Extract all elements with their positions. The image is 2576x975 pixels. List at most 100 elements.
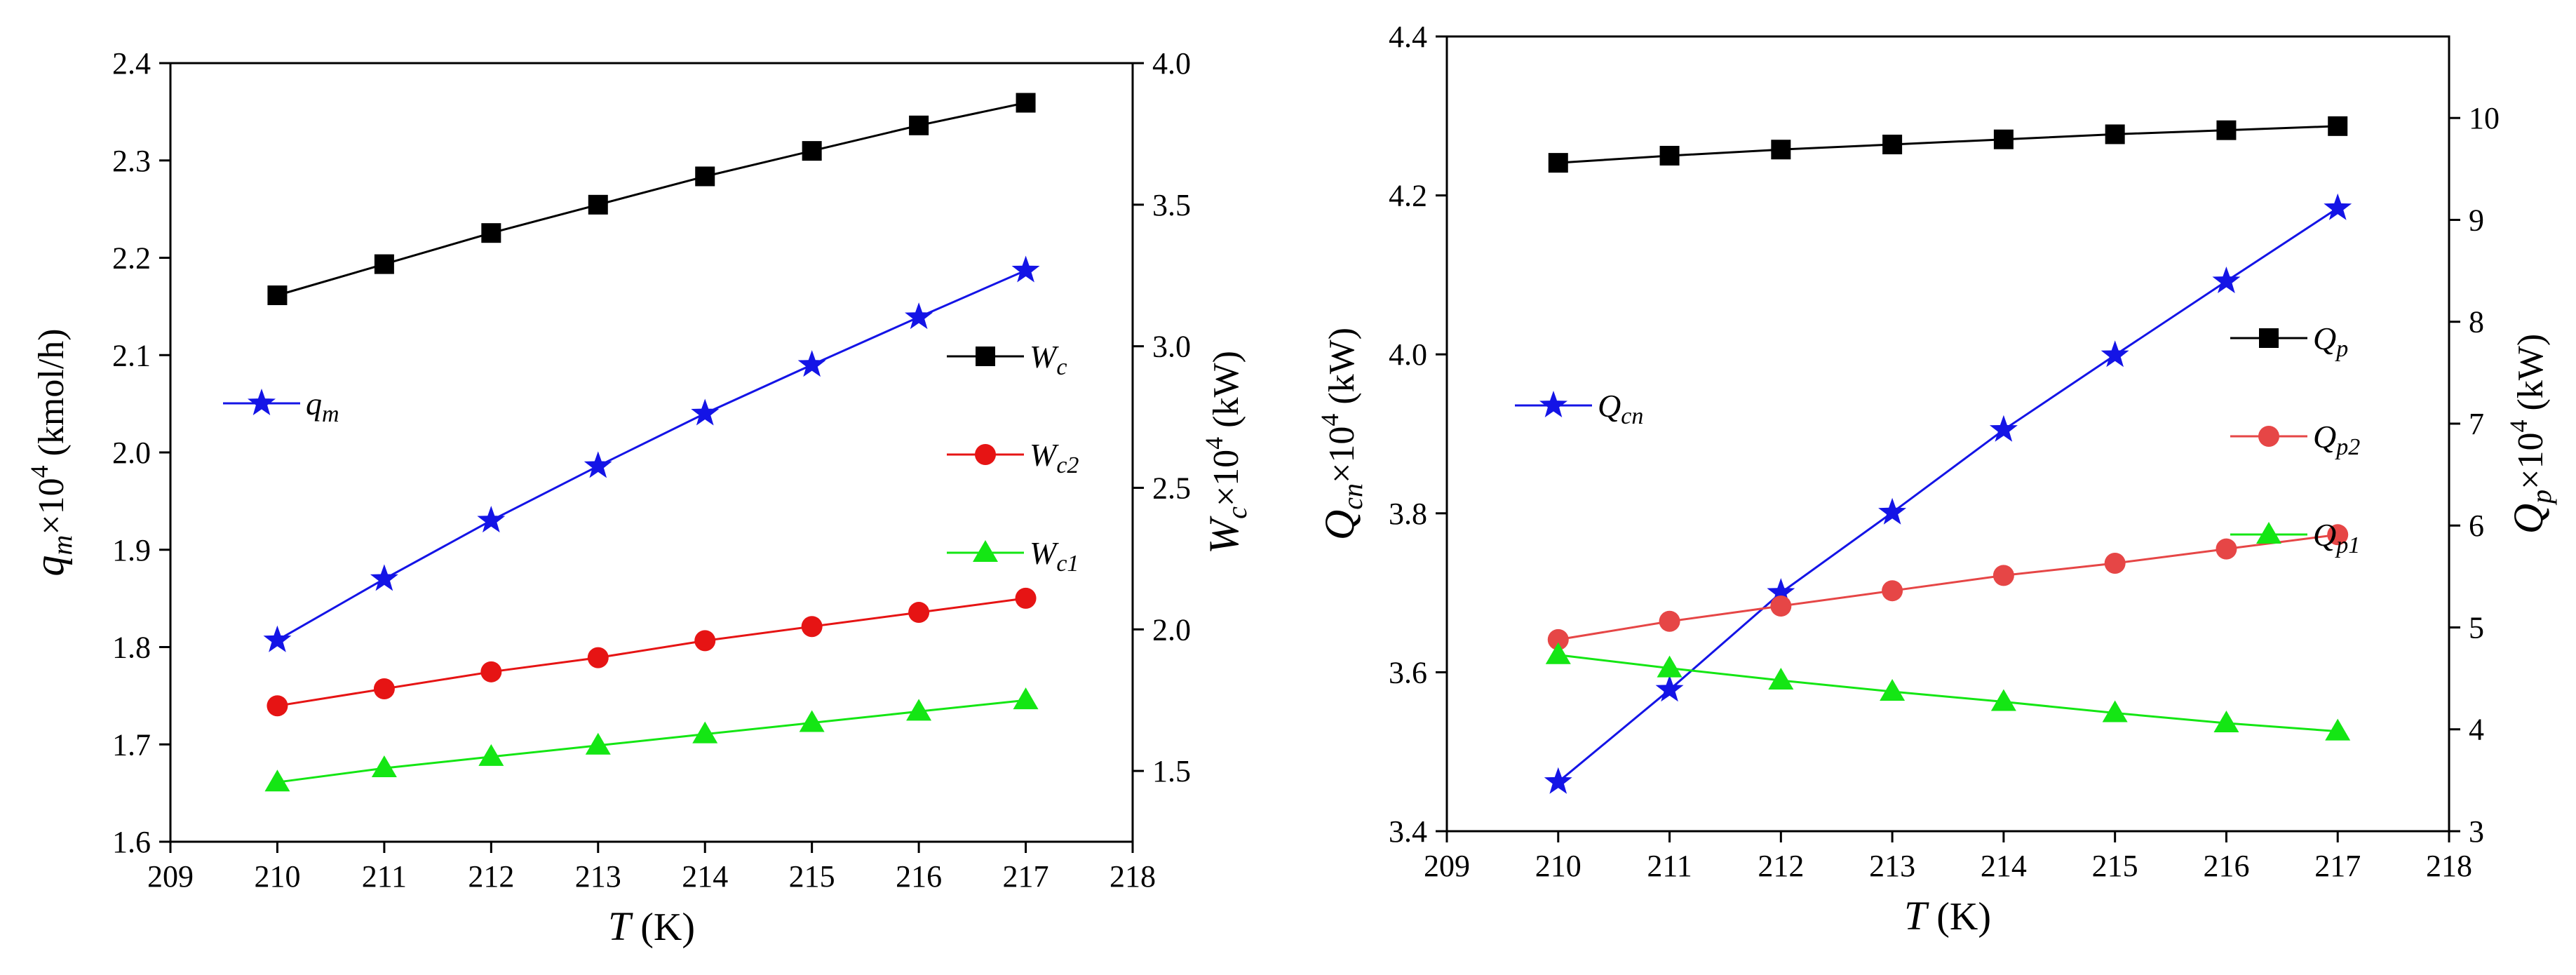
right-y-tick-label: 2.5: [1152, 471, 1191, 505]
data-point: [1659, 145, 1680, 166]
data-point: [478, 744, 504, 766]
series-line: [277, 597, 1026, 707]
left-y-tick-label: 2.4: [112, 46, 151, 81]
series-q-p1: [1545, 642, 2351, 741]
legend-marker: [2258, 426, 2279, 447]
data-point: [1544, 767, 1572, 794]
x-tick-label: 218: [1110, 859, 1156, 894]
data-point: [585, 732, 611, 755]
right-y-tick-label: 3.0: [1152, 330, 1191, 364]
x-tick-label: 217: [1003, 859, 1049, 894]
x-tick-label: 211: [362, 859, 407, 894]
chart-panel-2: 209 210 211 212 213 214 215 216 217 218 T (K) 3.4 3.…: [1316, 20, 2557, 939]
data-point: [481, 223, 501, 243]
data-point: [264, 769, 290, 792]
legend-marker: [2259, 328, 2279, 348]
data-point: [1011, 255, 1040, 283]
legend-label: Qcn: [1598, 388, 1643, 429]
series-line: [277, 699, 1026, 784]
data-point: [1015, 587, 1037, 609]
x-tick-label: 215: [2092, 849, 2138, 883]
left-y-tick-label: 2.3: [112, 144, 151, 178]
data-point: [691, 398, 720, 426]
right-y-axis-title: Qp×104 (kW): [2504, 334, 2557, 534]
legend-marker: [248, 389, 276, 415]
series-line: [1557, 207, 2339, 783]
data-point: [909, 115, 929, 135]
x-tick-label: 217: [2314, 849, 2361, 883]
x-tick-label: 213: [575, 859, 621, 894]
x-tick-label: 214: [1981, 849, 2027, 883]
series-line: [276, 269, 1027, 642]
data-point: [267, 285, 288, 305]
x-tick-label: 209: [147, 859, 194, 894]
data-point: [370, 564, 398, 591]
data-point: [1545, 642, 1571, 664]
legend-marker: [973, 540, 998, 562]
left-y-axis-title: qm×104 (kmol/h): [25, 328, 78, 576]
chart-panel-1: 209 210 211 212 213 214 215 216 217 218 T (K) 1.6 1.…: [25, 46, 1253, 949]
legend-label: Wc2: [1030, 437, 1079, 478]
data-point: [1547, 628, 1569, 650]
data-point: [1767, 578, 1795, 605]
x-tick-label: 210: [254, 859, 300, 894]
data-point: [695, 166, 715, 187]
series-line: [1558, 533, 2338, 641]
left-y-tick-label: 3.6: [1389, 655, 1427, 690]
left-y-tick-label: 4.4: [1389, 20, 1427, 54]
left-y-tick-label: 1.8: [112, 631, 151, 665]
right-y-axis-title: Wc×104 (kW): [1200, 351, 1253, 554]
left-y-tick-label: 3.4: [1389, 814, 1427, 849]
right-y-tick-label: 7: [2469, 407, 2484, 441]
data-point: [587, 647, 609, 668]
right-y-tick-label: 4: [2469, 713, 2484, 747]
data-point: [588, 194, 608, 215]
data-point: [1016, 93, 1036, 113]
left-y-tick-label: 1.6: [112, 825, 151, 859]
right-y-tick-label: 10: [2469, 101, 2500, 135]
data-point: [1992, 565, 2014, 586]
series-q-m: [263, 255, 1040, 652]
left-y-tick-label: 4.2: [1389, 179, 1427, 213]
data-point: [1990, 689, 2016, 711]
data-point: [584, 451, 612, 478]
left-y-tick-label: 2.2: [112, 241, 151, 276]
right-y-tick-label: 4.0: [1152, 46, 1191, 81]
data-point: [2325, 718, 2351, 741]
data-point: [1880, 678, 1906, 701]
series-line: [1558, 125, 2338, 164]
right-y-tick-label: 3: [2469, 814, 2484, 849]
data-point: [694, 630, 716, 652]
x-axis-title: T (K): [608, 903, 695, 949]
data-point: [1548, 153, 1568, 173]
left-y-tick-label: 4.0: [1389, 337, 1427, 372]
right-y-tick-label: 9: [2469, 203, 2484, 237]
data-point: [906, 699, 932, 721]
data-point: [1878, 497, 1907, 525]
data-point: [1655, 675, 1684, 702]
data-point: [2105, 124, 2125, 144]
x-tick-label: 213: [1869, 849, 1915, 883]
data-point: [480, 661, 502, 682]
series-q-p2: [1547, 524, 2349, 650]
x-tick-label: 210: [1535, 849, 1582, 883]
data-point: [1993, 129, 2014, 149]
data-point: [801, 616, 823, 638]
legend-marker: [2256, 522, 2281, 544]
x-tick-label: 212: [468, 859, 514, 894]
legend-marker: [976, 347, 995, 366]
legend-label: Wc1: [1030, 535, 1079, 577]
data-point: [263, 625, 292, 652]
data-point: [477, 506, 506, 533]
series-w-c1: [264, 687, 1039, 792]
x-tick-label: 209: [1424, 849, 1470, 883]
series-q-p: [1548, 116, 2348, 173]
series-line: [276, 102, 1026, 297]
data-point: [2213, 711, 2239, 733]
right-y-tick-label: 3.5: [1152, 188, 1191, 222]
data-point: [1770, 595, 1792, 617]
data-point: [1013, 687, 1039, 710]
left-y-axis-title: Qcn×104 (kW): [1316, 328, 1368, 540]
x-tick-label: 216: [896, 859, 942, 894]
left-y-tick-label: 1.7: [112, 727, 151, 762]
